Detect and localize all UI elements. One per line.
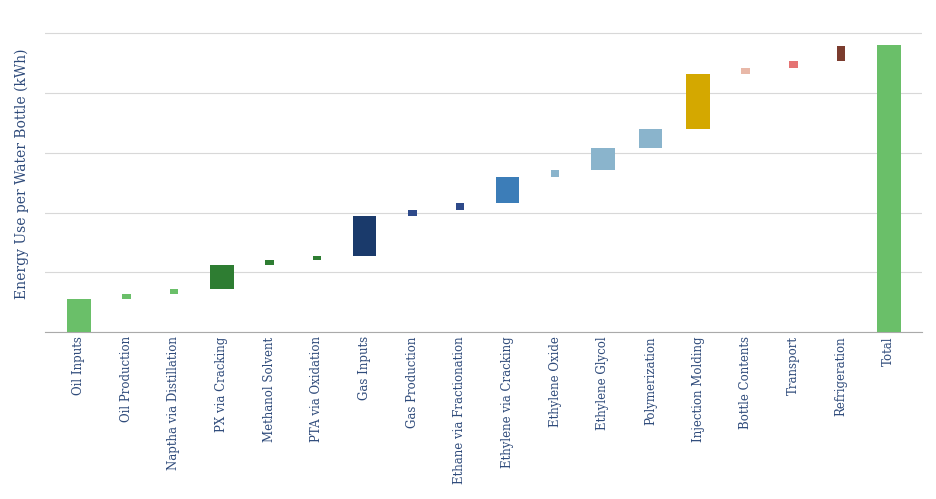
- Bar: [407, 210, 417, 216]
- Bar: [788, 61, 797, 68]
- Bar: [210, 265, 233, 289]
- Bar: [591, 149, 614, 170]
- Bar: [876, 45, 899, 332]
- Bar: [550, 170, 559, 177]
- Bar: [265, 260, 273, 265]
- Bar: [495, 177, 519, 203]
- Bar: [455, 203, 463, 210]
- Bar: [122, 294, 130, 299]
- Bar: [637, 129, 662, 149]
- Bar: [169, 289, 178, 294]
- Bar: [313, 255, 321, 260]
- Bar: [740, 68, 749, 74]
- Bar: [66, 299, 91, 332]
- Y-axis label: Energy Use per Water Bottle (kWh): Energy Use per Water Bottle (kWh): [15, 48, 29, 299]
- Bar: [685, 74, 709, 129]
- Bar: [352, 216, 376, 255]
- Bar: [836, 45, 844, 61]
